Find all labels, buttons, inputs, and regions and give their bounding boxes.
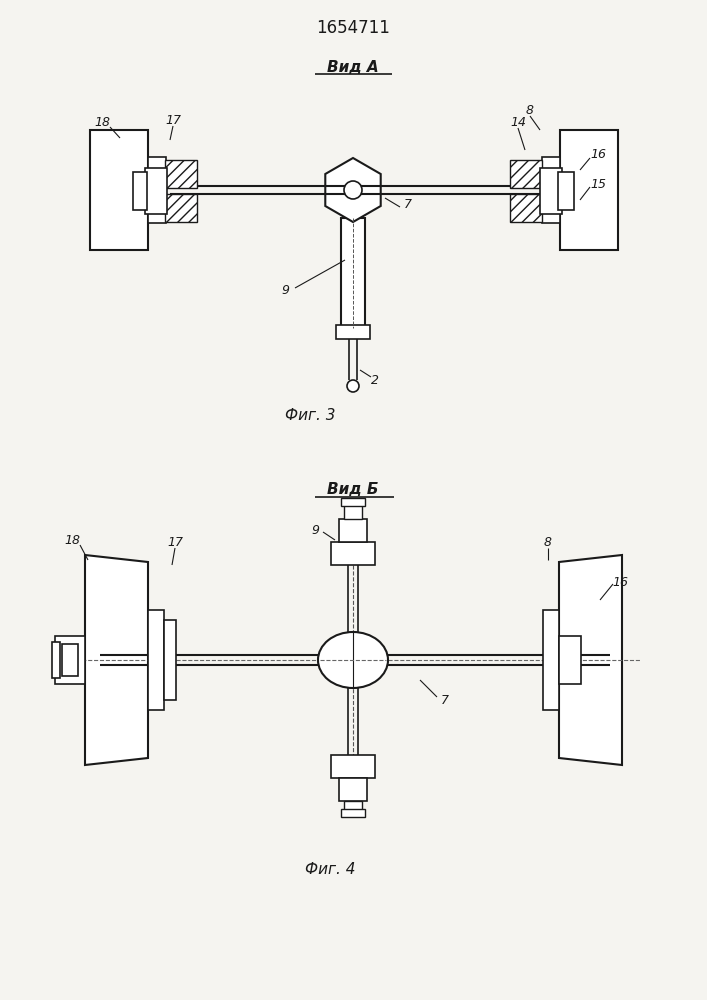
Text: 17: 17	[165, 113, 181, 126]
Bar	[542, 157, 560, 223]
Bar	[331, 755, 375, 778]
Bar	[339, 519, 367, 542]
Polygon shape	[559, 555, 622, 765]
Bar	[148, 610, 164, 710]
Text: 15: 15	[590, 178, 606, 192]
Text: 7: 7	[404, 198, 412, 212]
Text: Фиг. 3: Фиг. 3	[285, 408, 335, 422]
Bar	[165, 160, 197, 188]
Bar	[62, 644, 78, 676]
Polygon shape	[325, 158, 380, 222]
Text: 17: 17	[167, 536, 183, 548]
Bar	[510, 194, 542, 222]
Bar	[344, 505, 362, 519]
Text: 1654711: 1654711	[316, 19, 390, 37]
Bar	[145, 168, 167, 214]
Text: 18: 18	[64, 534, 80, 546]
Bar	[133, 172, 147, 210]
Bar	[55, 636, 85, 684]
Bar	[560, 130, 618, 250]
Text: Фиг. 4: Фиг. 4	[305, 862, 355, 878]
Text: 8: 8	[526, 104, 534, 116]
Text: 16: 16	[590, 148, 606, 161]
Bar	[148, 157, 166, 223]
Bar	[90, 130, 148, 250]
Bar	[341, 218, 365, 328]
Text: 16: 16	[612, 576, 628, 588]
Ellipse shape	[318, 632, 388, 688]
Bar	[331, 542, 375, 565]
Bar	[344, 801, 362, 815]
Text: 9: 9	[281, 284, 289, 296]
Bar	[336, 325, 370, 339]
Circle shape	[347, 380, 359, 392]
Bar	[164, 620, 176, 700]
Circle shape	[344, 181, 362, 199]
Text: Вид Б: Вид Б	[327, 483, 379, 497]
Bar	[543, 610, 559, 710]
Bar	[510, 160, 542, 188]
Bar	[559, 636, 581, 684]
Text: 8: 8	[544, 536, 552, 548]
Bar	[540, 168, 562, 214]
Bar	[52, 642, 60, 678]
Text: 14: 14	[510, 115, 526, 128]
Bar	[341, 498, 365, 506]
Text: 18: 18	[94, 115, 110, 128]
Text: 9: 9	[311, 524, 319, 536]
Bar	[339, 778, 367, 801]
Bar	[558, 172, 574, 210]
Polygon shape	[85, 555, 148, 765]
Bar	[341, 809, 365, 817]
Text: 2: 2	[371, 373, 379, 386]
Text: 7: 7	[441, 694, 449, 706]
Text: Вид А: Вид А	[327, 60, 379, 76]
Bar	[165, 194, 197, 222]
